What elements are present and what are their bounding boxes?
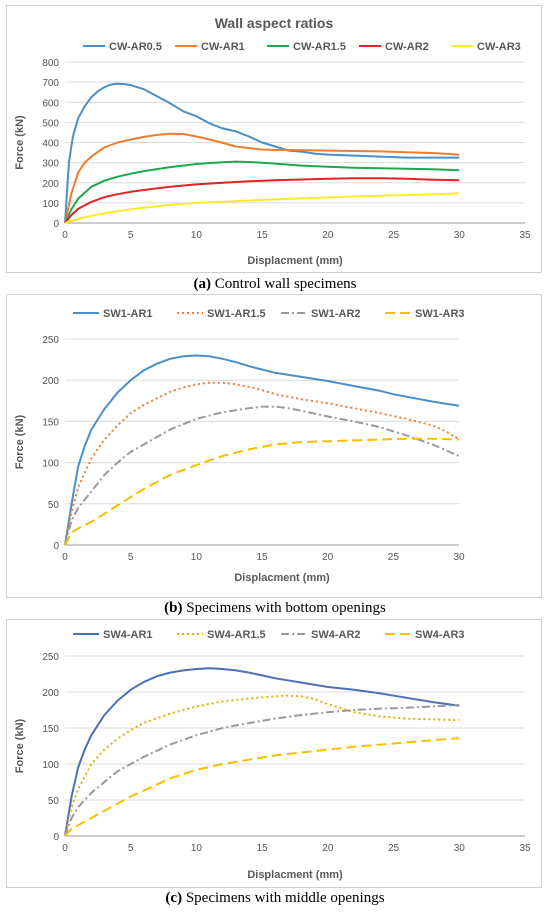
caption-c-text: Specimens with middle openings — [182, 890, 385, 906]
x-tick-label: 15 — [256, 552, 268, 563]
series-line-sw4-ar1 — [64, 667, 460, 837]
series-line-sw1-ar3 — [64, 437, 460, 546]
y-tick-label: 600 — [42, 98, 59, 109]
series-line-cw-ar3 — [64, 192, 460, 224]
y-tick-label: 200 — [42, 688, 59, 699]
chart-a-svg: 0 100 200 300 400 500 600 700 800 0 5 10 15 20 25 30 35 D… — [14, 15, 531, 267]
series-line-cw-ar1-5 — [64, 160, 460, 224]
x-tick-label: 10 — [191, 552, 203, 563]
y-axis-label: Force (kN) — [14, 718, 26, 773]
caption-a: (a) Control wall specimens — [0, 276, 550, 293]
y-tick-label: 0 — [53, 219, 59, 230]
y-tick-label: 250 — [42, 335, 59, 346]
legend-label: SW4-AR1 — [103, 629, 153, 641]
y-tick-label: 700 — [42, 78, 59, 89]
series-line-sw4-ar2 — [64, 704, 460, 837]
y-tick-label: 0 — [53, 832, 59, 843]
x-tick-label: 30 — [453, 552, 465, 563]
y-tick-label: 100 — [42, 199, 59, 210]
y-tick-label: 400 — [42, 139, 59, 150]
x-tick-label: 10 — [191, 230, 203, 241]
x-tick-label: 15 — [257, 843, 269, 854]
legend-label: CW-AR3 — [477, 41, 521, 53]
y-tick-label: 200 — [42, 376, 59, 387]
x-axis-label: Displacment (mm) — [247, 255, 343, 267]
legend-label: CW-AR1.5 — [293, 41, 346, 53]
legend-label: SW4-AR3 — [415, 629, 465, 641]
series-line-cw-ar1 — [64, 132, 460, 224]
x-tick-label: 20 — [322, 230, 334, 241]
caption-b-letter: (b) — [164, 600, 183, 616]
y-tick-label: 150 — [42, 724, 59, 735]
caption-a-letter: (a) — [193, 276, 212, 292]
y-axis-label: Force (kN) — [14, 414, 26, 469]
chart-panel-a: 0 100 200 300 400 500 600 700 800 0 5 10 15 20 25 30 35 D… — [6, 5, 542, 273]
series-line-sw1-ar1-5 — [64, 381, 460, 546]
x-tick-label: 25 — [388, 230, 400, 241]
chart-c-svg: 0 50 100 150 200 250 0 5 10 15 20 25 30 35 Displacment… — [14, 629, 531, 881]
chart-panel-c: 0 50 100 150 200 250 0 5 10 15 20 25 30 35 Displacment… — [6, 619, 542, 888]
y-tick-label: 150 — [42, 417, 59, 428]
chart-title: Wall aspect ratios — [215, 15, 334, 31]
legend-label: SW4-AR1.5 — [207, 629, 266, 641]
y-tick-label: 0 — [53, 541, 59, 552]
series-line-cw-ar0-5 — [64, 82, 460, 224]
x-axis-label: Displacment (mm) — [234, 572, 330, 584]
x-tick-label: 5 — [128, 230, 134, 241]
series-line-sw1-ar1 — [64, 354, 460, 546]
x-tick-label: 5 — [128, 552, 134, 563]
y-tick-label: 50 — [48, 796, 60, 807]
y-tick-label: 250 — [42, 652, 59, 663]
caption-c: (c) Specimens with middle openings — [0, 890, 550, 907]
x-tick-label: 35 — [519, 843, 531, 854]
legend-label: CW-AR2 — [385, 41, 429, 53]
x-tick-label: 20 — [322, 843, 334, 854]
series-line-cw-ar2 — [64, 177, 460, 224]
x-tick-label: 10 — [191, 843, 203, 854]
legend-label: SW4-AR2 — [311, 629, 361, 641]
y-tick-label: 500 — [42, 118, 59, 129]
series-line-sw4-ar3 — [64, 737, 460, 837]
x-tick-label: 15 — [257, 230, 269, 241]
caption-c-letter: (c) — [165, 890, 183, 906]
caption-b: (b) Specimens with bottom openings — [0, 600, 550, 617]
x-tick-label: 0 — [62, 552, 68, 563]
caption-b-text: Specimens with bottom openings — [182, 600, 386, 616]
x-tick-label: 30 — [454, 843, 466, 854]
caption-a-text: Control wall specimens — [211, 276, 357, 292]
legend-label: SW1-AR2 — [311, 308, 361, 320]
x-tick-label: 5 — [128, 843, 134, 854]
legend-label: SW1-AR3 — [415, 308, 465, 320]
y-tick-label: 50 — [48, 500, 60, 511]
x-tick-label: 0 — [62, 230, 68, 241]
y-tick-label: 300 — [42, 159, 59, 170]
chart-b-svg: 0 50 100 150 200 250 0 5 10 15 20 25 30 Displacment (… — [14, 308, 465, 584]
y-tick-label: 200 — [42, 179, 59, 190]
legend-label: CW-AR1 — [201, 41, 245, 53]
x-axis-label: Displacment (mm) — [247, 869, 343, 881]
x-tick-label: 30 — [454, 230, 466, 241]
x-tick-label: 25 — [388, 552, 400, 563]
y-tick-label: 100 — [42, 459, 59, 470]
legend-label: CW-AR0.5 — [109, 41, 162, 53]
legend-label: SW1-AR1 — [103, 308, 153, 320]
legend-label: SW1-AR1.5 — [207, 308, 266, 320]
y-axis-label: Force (kN) — [14, 115, 26, 170]
y-tick-label: 100 — [42, 760, 59, 771]
y-tick-label: 800 — [42, 58, 59, 69]
x-tick-label: 25 — [388, 843, 400, 854]
x-tick-label: 35 — [519, 230, 531, 241]
series-line-sw4-ar1-5 — [64, 694, 460, 837]
x-tick-label: 0 — [62, 843, 68, 854]
chart-panel-b: 0 50 100 150 200 250 0 5 10 15 20 25 30 Displacment (… — [6, 294, 542, 598]
series-line-sw1-ar2 — [64, 405, 460, 546]
x-tick-label: 20 — [322, 552, 334, 563]
